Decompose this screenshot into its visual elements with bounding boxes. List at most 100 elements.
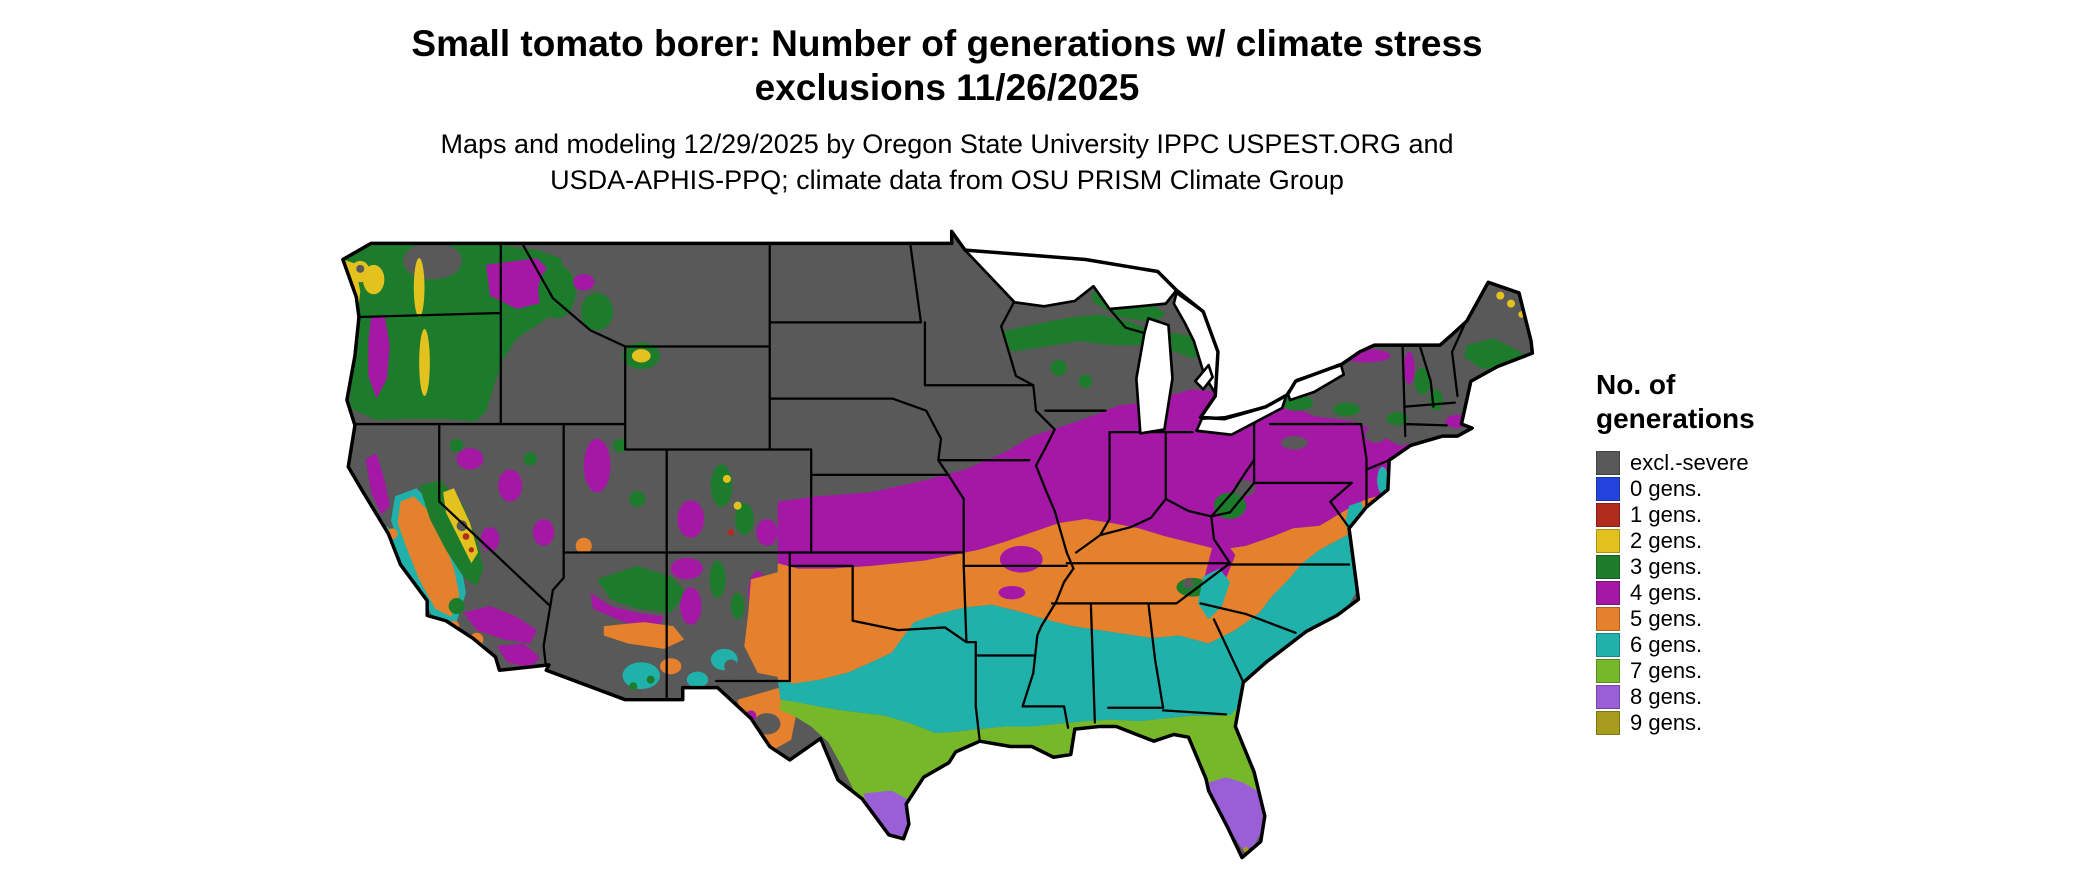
region-3gens-wi2 [1078, 374, 1093, 388]
region-2gens-cascade-crest-s [419, 329, 430, 396]
legend-label: 3 gens. [1630, 554, 1703, 579]
region-4gens-wasatch [583, 438, 611, 493]
region-4gens-ozarks [999, 545, 1043, 573]
legend-swatch-7-gens [1596, 659, 1620, 683]
region-excl-smokies [1183, 577, 1194, 589]
state-borders [353, 242, 1467, 743]
region-4gens-co-east [756, 519, 778, 546]
region-4gens-willamette [368, 314, 390, 399]
us-generations-map [336, 218, 1554, 883]
region-3gens-ut2 [629, 490, 646, 508]
region-3gens-nv2 [523, 452, 537, 466]
region-excl-davis-mtns [753, 713, 781, 735]
map-legend: No. of generations excl.-severe 0 gens. … [1596, 368, 1755, 736]
legend-item-6-gens: 6 gens. [1596, 632, 1755, 658]
region-4gens-nv4 [480, 527, 500, 552]
region-3gens-nm-mtns2 [730, 592, 745, 620]
legend-items: excl.-severe 0 gens. 1 gens. 2 gens. 3 g… [1596, 450, 1755, 736]
region-4gens-champlain [1403, 351, 1415, 384]
legend-title-line1: No. of [1596, 369, 1676, 400]
subtitle-line2: USDA-APHIS-PPQ; climate data from OSU PR… [550, 165, 1344, 195]
us-outline [341, 229, 1535, 860]
legend-swatch-6-gens [1596, 633, 1620, 657]
region-2gens-maine2 [1506, 299, 1515, 308]
region-2gens-co1 [722, 474, 731, 483]
region-3gens-vt [1414, 367, 1431, 395]
region-3gens-co-rockies1 [710, 464, 733, 508]
legend-item-3-gens: 3 gens. [1596, 554, 1755, 580]
region-4gens-ca-coast-range [365, 453, 390, 516]
region-2gens-maine1 [1496, 291, 1505, 300]
legend-item-9-gens: 9 gens. [1596, 710, 1755, 736]
region-excl-cascades [403, 242, 462, 280]
page-title-line1: Small tomato borer: Number of generation… [411, 23, 1483, 64]
legend-label: 2 gens. [1630, 528, 1703, 553]
legend-item-excl-severe: excl.-severe [1596, 450, 1755, 476]
legend-label: 0 gens. [1630, 476, 1703, 501]
region-3gens-wi1 [1050, 359, 1067, 376]
region-5gens-az-foothills [603, 622, 685, 649]
region-1gens-sierra2 [468, 547, 475, 553]
region-3gens-nm-mtns1 [709, 560, 726, 598]
region-4gens-band [777, 389, 1461, 569]
region-3gens-ny3 [1386, 412, 1408, 426]
legend-item-2-gens: 2 gens. [1596, 528, 1755, 554]
region-2gens-cascade-crest-n [413, 258, 425, 318]
legend-item-5-gens: 5 gens. [1596, 606, 1755, 632]
legend-label: excl.-severe [1630, 450, 1749, 475]
legend-item-4-gens: 4 gens. [1596, 580, 1755, 606]
region-3gens-nv1 [449, 438, 464, 453]
region-excl-wv [1234, 480, 1256, 497]
legend-swatch-excl-severe [1596, 451, 1620, 475]
region-2gens-yellowstone [631, 349, 651, 363]
region-8gens-south-texas [863, 790, 916, 837]
region-3gens-sky-island2 [629, 682, 638, 691]
region-4gens-socal-mtns2 [496, 643, 540, 668]
region-4gens-ouachita [998, 585, 1026, 600]
region-4gens-socal-mtns1 [463, 606, 537, 644]
region-1gens-sierra1 [462, 533, 470, 540]
map-fill-layer [342, 231, 1533, 858]
region-3gens-ut1 [613, 438, 627, 453]
region-6gens-s-nm2 [686, 671, 709, 688]
region-5gens-band [777, 492, 1461, 684]
legend-swatch-5-gens [1596, 607, 1620, 631]
legend-label: 6 gens. [1630, 632, 1703, 657]
legend-swatch-2-gens [1596, 529, 1620, 553]
legend-swatch-9-gens [1596, 711, 1620, 735]
legend-item-0-gens: 0 gens. [1596, 476, 1755, 502]
region-3gens-w-montana [581, 292, 614, 331]
region-5gens-se-az [660, 658, 682, 675]
region-3gens-ny2 [1333, 402, 1360, 417]
legend-swatch-1-gens [1596, 503, 1620, 527]
legend-item-1-gens: 1 gens. [1596, 502, 1755, 528]
region-4gens-nv3 [532, 519, 555, 546]
legend-swatch-0-gens [1596, 477, 1620, 501]
region-3gens-co-rockies2 [734, 503, 754, 536]
title-block: Small tomato borer: Number of generation… [0, 22, 1894, 198]
legend-label: 7 gens. [1630, 658, 1703, 683]
legend-label: 1 gens. [1630, 502, 1703, 527]
subtitle-line1: Maps and modeling 12/29/2025 by Oregon S… [440, 129, 1454, 159]
region-4gens-nw-nm [670, 557, 703, 580]
region-3gens-wv [1213, 492, 1247, 520]
region-4gens-mt-valley [573, 274, 595, 291]
legend-item-7-gens: 7 gens. [1596, 658, 1755, 684]
region-3gens-n-idaho [538, 264, 576, 319]
region-8gens-south-florida [1208, 777, 1264, 851]
legend-swatch-8-gens [1596, 685, 1620, 709]
saginaw-bay [1193, 363, 1214, 391]
region-4gens-nm-west [680, 587, 702, 625]
map-svg [341, 229, 1535, 860]
region-3gens-n-wisconsin [1001, 314, 1153, 352]
region-5gens-sw-utah [575, 537, 592, 554]
region-excl-catskills [1365, 426, 1387, 443]
region-4gens-az-rim [590, 592, 665, 631]
legend-item-8-gens: 8 gens. [1596, 684, 1755, 710]
legend-swatch-3-gens [1596, 555, 1620, 579]
region-excl-s-nm [724, 659, 738, 673]
region-4gens-nv1 [456, 448, 484, 470]
region-4gens-nv2 [498, 469, 523, 502]
legend-title-line2: generations [1596, 403, 1755, 434]
region-1gens-co [727, 529, 735, 536]
